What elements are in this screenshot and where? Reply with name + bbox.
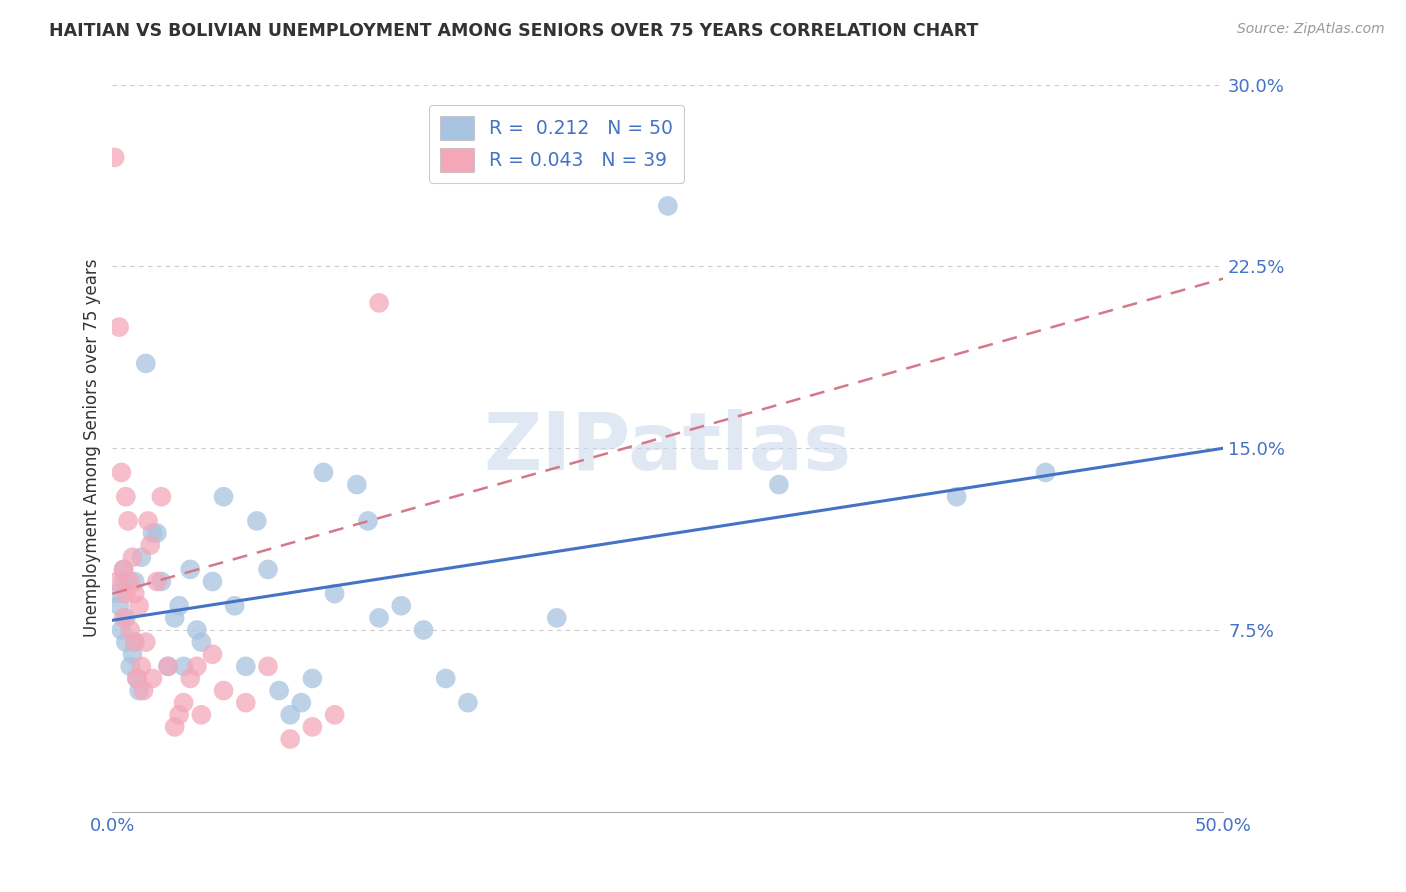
Point bbox=[301, 672, 323, 686]
Point bbox=[212, 683, 235, 698]
Point bbox=[124, 574, 146, 589]
Point bbox=[173, 659, 195, 673]
Point bbox=[146, 574, 169, 589]
Point bbox=[146, 526, 169, 541]
Point bbox=[179, 562, 201, 576]
Point bbox=[201, 647, 224, 661]
Point bbox=[114, 611, 136, 625]
Point bbox=[235, 659, 257, 673]
Point bbox=[139, 538, 162, 552]
Point bbox=[257, 562, 280, 576]
Point bbox=[141, 526, 163, 541]
Point bbox=[128, 599, 150, 613]
Point bbox=[186, 659, 208, 673]
Point bbox=[120, 623, 142, 637]
Point bbox=[112, 562, 135, 576]
Point bbox=[246, 514, 269, 528]
Point bbox=[124, 587, 146, 601]
Point bbox=[135, 356, 157, 370]
Point bbox=[235, 696, 257, 710]
Point bbox=[368, 296, 391, 310]
Point bbox=[657, 199, 679, 213]
Text: HAITIAN VS BOLIVIAN UNEMPLOYMENT AMONG SENIORS OVER 75 YEARS CORRELATION CHART: HAITIAN VS BOLIVIAN UNEMPLOYMENT AMONG S… bbox=[49, 22, 979, 40]
Point bbox=[117, 514, 139, 528]
Point bbox=[290, 696, 312, 710]
Point bbox=[141, 672, 163, 686]
Point bbox=[190, 707, 212, 722]
Point bbox=[190, 635, 212, 649]
Point bbox=[945, 490, 967, 504]
Text: ZIPatlas: ZIPatlas bbox=[484, 409, 852, 487]
Point bbox=[179, 672, 201, 686]
Point bbox=[212, 490, 235, 504]
Point bbox=[457, 696, 479, 710]
Point bbox=[389, 599, 412, 613]
Point bbox=[121, 647, 143, 661]
Point bbox=[128, 683, 150, 698]
Point bbox=[278, 731, 301, 746]
Point bbox=[132, 683, 155, 698]
Point bbox=[120, 574, 142, 589]
Point bbox=[434, 672, 457, 686]
Point bbox=[124, 635, 146, 649]
Point bbox=[167, 599, 190, 613]
Point bbox=[224, 599, 246, 613]
Point bbox=[150, 490, 173, 504]
Y-axis label: Unemployment Among Seniors over 75 years: Unemployment Among Seniors over 75 years bbox=[83, 259, 101, 638]
Point bbox=[167, 707, 190, 722]
Point bbox=[114, 587, 136, 601]
Point bbox=[163, 611, 186, 625]
Point bbox=[768, 477, 790, 491]
Point bbox=[301, 720, 323, 734]
Point bbox=[1035, 466, 1057, 480]
Point bbox=[112, 574, 135, 589]
Point bbox=[150, 574, 173, 589]
Point bbox=[104, 150, 127, 164]
Point bbox=[125, 672, 148, 686]
Point bbox=[267, 683, 291, 698]
Point bbox=[323, 587, 346, 601]
Point bbox=[346, 477, 368, 491]
Point bbox=[105, 587, 128, 601]
Point bbox=[323, 707, 346, 722]
Point bbox=[131, 659, 153, 673]
Point bbox=[131, 550, 153, 565]
Point bbox=[173, 696, 195, 710]
Text: Source: ZipAtlas.com: Source: ZipAtlas.com bbox=[1237, 22, 1385, 37]
Point bbox=[357, 514, 380, 528]
Point bbox=[546, 611, 568, 625]
Point bbox=[117, 574, 139, 589]
Point bbox=[120, 659, 142, 673]
Point bbox=[257, 659, 280, 673]
Point bbox=[312, 466, 335, 480]
Point bbox=[278, 707, 301, 722]
Point bbox=[105, 574, 128, 589]
Point bbox=[157, 659, 180, 673]
Point bbox=[110, 466, 132, 480]
Point bbox=[124, 635, 146, 649]
Point bbox=[112, 611, 135, 625]
Point bbox=[163, 720, 186, 734]
Point bbox=[201, 574, 224, 589]
Point bbox=[114, 490, 136, 504]
Point bbox=[112, 562, 135, 576]
Point bbox=[121, 550, 143, 565]
Point bbox=[108, 320, 131, 334]
Point bbox=[135, 635, 157, 649]
Point bbox=[114, 635, 136, 649]
Point bbox=[368, 611, 391, 625]
Point bbox=[186, 623, 208, 637]
Point bbox=[412, 623, 434, 637]
Legend: R =  0.212   N = 50, R = 0.043   N = 39: R = 0.212 N = 50, R = 0.043 N = 39 bbox=[429, 105, 685, 183]
Point bbox=[157, 659, 180, 673]
Point bbox=[125, 672, 148, 686]
Point bbox=[136, 514, 159, 528]
Point bbox=[110, 623, 132, 637]
Point bbox=[108, 599, 131, 613]
